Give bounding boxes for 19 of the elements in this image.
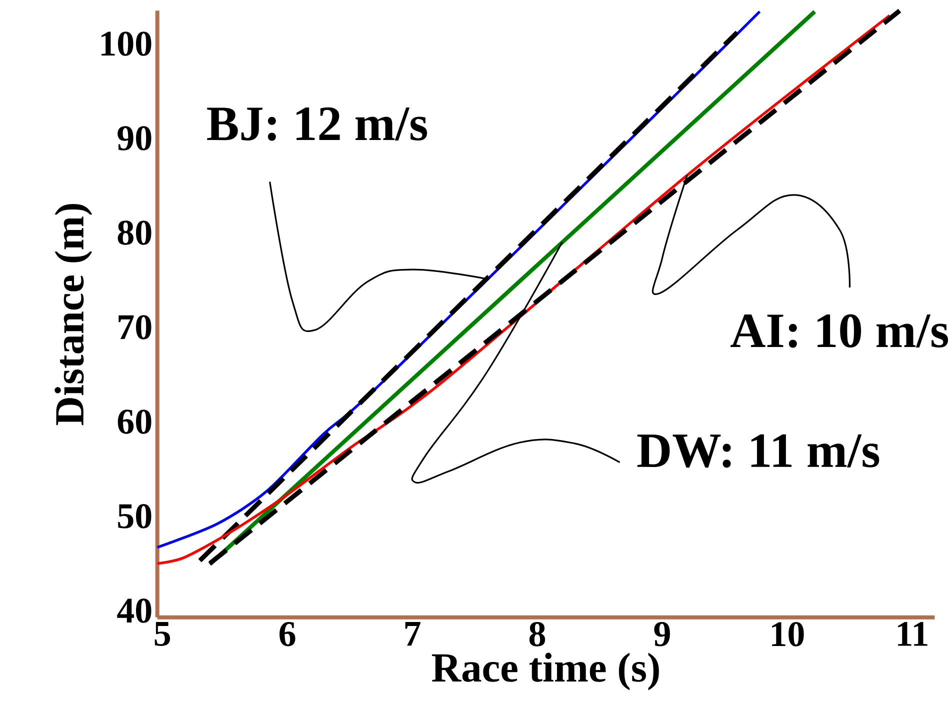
annotation: DW: 11 m/s: [637, 434, 880, 468]
y-tick-label: 40: [117, 598, 152, 623]
x-tick-label: 8: [529, 622, 546, 646]
y-tick-label: 90: [118, 126, 152, 150]
y-tick-label: 50: [118, 504, 152, 528]
x-tick-label: 5: [154, 622, 170, 646]
y-axis-title: Distance (m): [54, 204, 92, 426]
annotation: AI: 10 m/s: [730, 314, 948, 348]
x-tick-label: 7: [405, 622, 420, 646]
annotation: BJ: 12 m/s: [207, 107, 428, 141]
y-tick-label: 60: [118, 410, 152, 434]
y-tick-label: 80: [118, 220, 152, 245]
y-tick-label: 100: [102, 32, 152, 56]
y-tick-label: 70: [118, 315, 152, 340]
x-tick-label: 10: [772, 622, 804, 646]
x-axis-title: Race time (s): [432, 652, 659, 690]
x-tick-label: 6: [280, 622, 296, 646]
x-tick-label: 11: [898, 622, 928, 646]
x-tick-label: 9: [654, 622, 670, 646]
